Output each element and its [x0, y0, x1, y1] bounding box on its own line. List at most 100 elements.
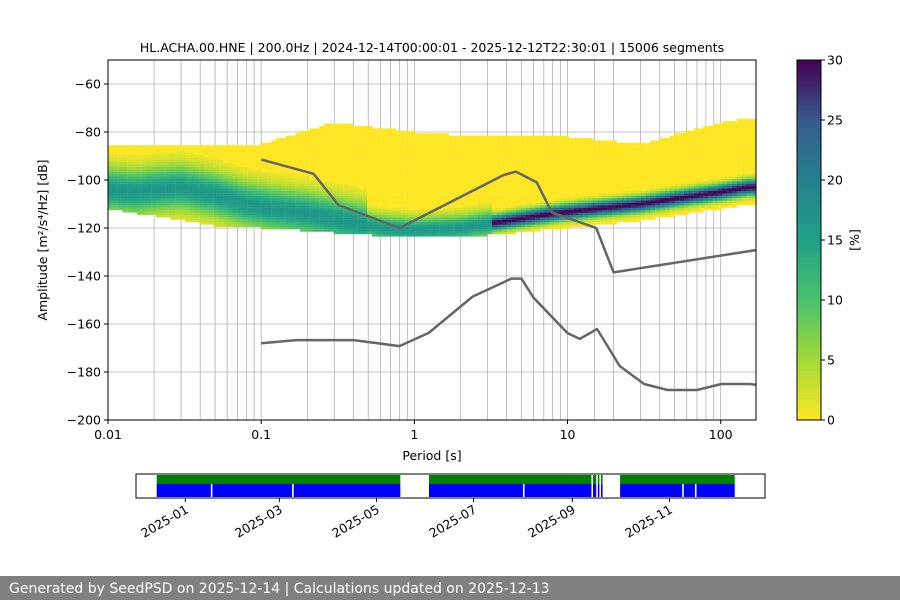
- heatmap-cell: [679, 181, 684, 184]
- heatmap-cell: [137, 157, 142, 160]
- heatmap-cell: [305, 152, 310, 155]
- heatmap-cell: [713, 169, 718, 172]
- heatmap-cell: [449, 191, 454, 194]
- heatmap-cell: [502, 184, 507, 187]
- heatmap-cell: [636, 196, 641, 199]
- heatmap-cell: [732, 148, 737, 151]
- heatmap-cell: [353, 217, 358, 220]
- heatmap-cell: [684, 191, 689, 194]
- heatmap-cell: [353, 227, 358, 230]
- heatmap-cell: [353, 200, 358, 203]
- heatmap-cell: [142, 179, 147, 182]
- heatmap-cell: [132, 205, 137, 208]
- heatmap-cell: [598, 210, 603, 213]
- heatmap-cell: [535, 164, 540, 167]
- heatmap-cell: [252, 188, 257, 191]
- heatmap-cell: [266, 205, 271, 208]
- heatmap-cell: [242, 181, 247, 184]
- heatmap-cell: [406, 133, 411, 136]
- heatmap-cell: [550, 152, 555, 155]
- heatmap-cell: [626, 188, 631, 191]
- heatmap-cell: [329, 136, 334, 139]
- heatmap-cell: [223, 215, 228, 218]
- heatmap-cell: [329, 128, 334, 131]
- heatmap-cell: [190, 220, 195, 223]
- heatmap-cell: [593, 203, 598, 206]
- heatmap-cell: [526, 191, 531, 194]
- heatmap-cell: [660, 210, 665, 213]
- heatmap-cell: [684, 179, 689, 182]
- heatmap-cell: [689, 181, 694, 184]
- heatmap-cell: [516, 222, 521, 225]
- heatmap-cell: [574, 200, 579, 203]
- heatmap-cell: [526, 215, 531, 218]
- heatmap-cell: [166, 212, 171, 215]
- heatmap-cell: [175, 186, 180, 189]
- heatmap-cell: [132, 174, 137, 177]
- heatmap-cell: [348, 126, 353, 129]
- heatmap-cell: [487, 155, 492, 158]
- heatmap-cell: [396, 138, 401, 141]
- heatmap-cell: [161, 212, 166, 215]
- heatmap-cell: [641, 148, 646, 151]
- heatmap-cell: [482, 227, 487, 230]
- heatmap-cell: [530, 193, 535, 196]
- heatmap-cell: [550, 217, 555, 220]
- heatmap-cell: [478, 179, 483, 182]
- heatmap-cell: [617, 155, 622, 158]
- heatmap-cell: [362, 148, 367, 151]
- heatmap-cell: [526, 224, 531, 227]
- heatmap-cell: [454, 181, 459, 184]
- heatmap-cell: [502, 191, 507, 194]
- heatmap-cell: [396, 172, 401, 175]
- heatmap-cell: [252, 212, 257, 215]
- heatmap-cell: [266, 220, 271, 223]
- heatmap-cell: [583, 191, 588, 194]
- heatmap-cell: [463, 152, 468, 155]
- heatmap-cell: [660, 186, 665, 189]
- heatmap-cell: [444, 232, 449, 235]
- heatmap-cell: [583, 143, 588, 146]
- heatmap-cell: [377, 184, 382, 187]
- heatmap-cell: [454, 193, 459, 196]
- heatmap-cell: [199, 162, 204, 165]
- heatmap-cell: [391, 229, 396, 232]
- heatmap-cell: [564, 186, 569, 189]
- heatmap-cell: [578, 169, 583, 172]
- heatmap-cell: [190, 208, 195, 211]
- heatmap-cell: [343, 131, 348, 134]
- heatmap-cell: [228, 150, 233, 153]
- heatmap-cell: [732, 205, 737, 208]
- heatmap-cell: [588, 184, 593, 187]
- heatmap-cell: [526, 157, 531, 160]
- heatmap-cell: [305, 143, 310, 146]
- heatmap-cell: [502, 155, 507, 158]
- heatmap-cell: [420, 224, 425, 227]
- heatmap-cell: [602, 160, 607, 163]
- heatmap-cell: [463, 155, 468, 158]
- heatmap-cell: [622, 169, 627, 172]
- heatmap-cell: [199, 167, 204, 170]
- heatmap-cell: [689, 157, 694, 160]
- heatmap-cell: [348, 203, 353, 206]
- heatmap-cell: [185, 196, 190, 199]
- heatmap-cell: [439, 164, 444, 167]
- heatmap-cell: [281, 215, 286, 218]
- heatmap-cell: [329, 224, 334, 227]
- heatmap-cell: [190, 172, 195, 175]
- heatmap-cell: [228, 155, 233, 158]
- heatmap-cell: [444, 145, 449, 148]
- heatmap-cell: [295, 212, 300, 215]
- heatmap-cell: [156, 172, 161, 175]
- heatmap-cell: [578, 172, 583, 175]
- heatmap-cell: [343, 160, 348, 163]
- heatmap-cell: [386, 186, 391, 189]
- heatmap-cell: [631, 176, 636, 179]
- heatmap-cell: [463, 167, 468, 170]
- heatmap-cell: [497, 181, 502, 184]
- heatmap-cell: [545, 164, 550, 167]
- heatmap-cell: [713, 174, 718, 177]
- heatmap-cell: [593, 198, 598, 201]
- heatmap-cell: [535, 200, 540, 203]
- heatmap-cell: [439, 212, 444, 215]
